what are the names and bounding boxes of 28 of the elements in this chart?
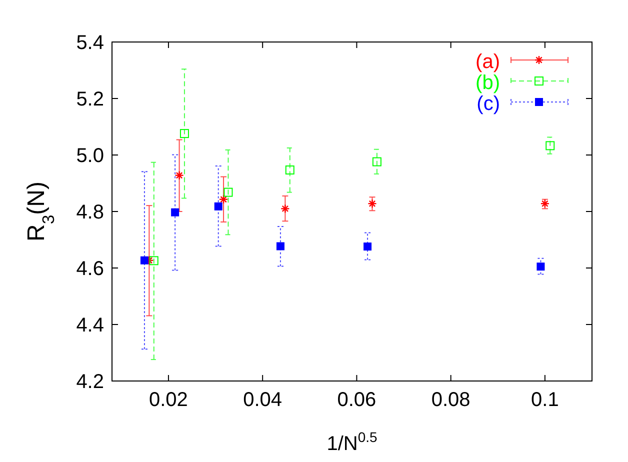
- y-tick-label: 4.4: [76, 314, 104, 336]
- x-tick-label: 0.08: [431, 389, 470, 411]
- x-tick-label: 0.1: [531, 389, 559, 411]
- point: [224, 188, 233, 197]
- x-axis-title: 1/N$^{0.5}$: [326, 429, 378, 455]
- point: [285, 165, 294, 174]
- point: [276, 242, 284, 250]
- point: [171, 208, 180, 216]
- y-tick-label: 5.2: [76, 88, 104, 110]
- x-tick-label: 0.04: [243, 389, 282, 411]
- point: [149, 256, 158, 266]
- legend-label: (b): [476, 72, 500, 94]
- y-tick-label: 4.2: [76, 371, 104, 393]
- point: [546, 141, 555, 150]
- y-tick-label: 4.6: [76, 258, 104, 280]
- x-tick-label: 0.06: [337, 389, 376, 411]
- x-tick-label: 0.02: [149, 389, 188, 411]
- point: [372, 157, 382, 166]
- legend-label: (a): [476, 51, 500, 73]
- point: [180, 129, 189, 138]
- legend-label: (c): [476, 93, 500, 115]
- point: [214, 202, 222, 210]
- point: [140, 256, 148, 264]
- point: [364, 242, 372, 251]
- point: [536, 262, 545, 271]
- y-tick-label: 5.0: [76, 145, 104, 167]
- y-tick-label: 4.8: [76, 202, 104, 224]
- y-tick-label: 5.4: [76, 32, 104, 54]
